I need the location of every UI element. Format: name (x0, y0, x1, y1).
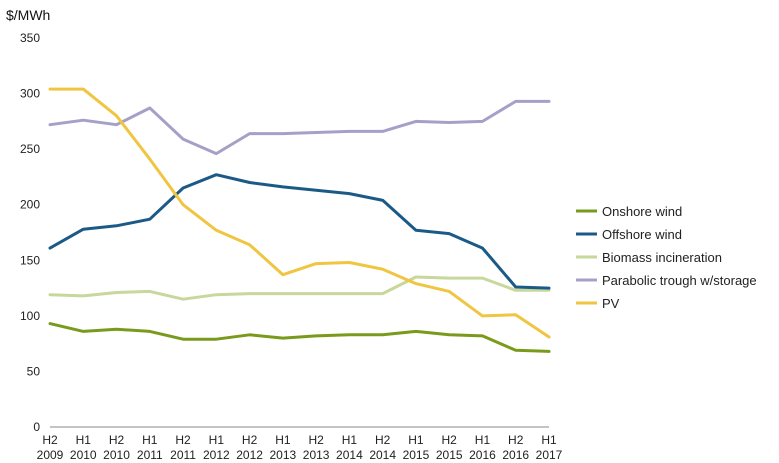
y-axis-title: $/MWh (6, 7, 50, 23)
x-tick-label: H1 2014 (336, 433, 363, 462)
legend: Onshore wind Offshore wind Biomass inciner… (576, 204, 757, 311)
y-tick-label: 250 (20, 142, 40, 156)
series-line-pv (50, 89, 549, 337)
x-tick-label: H2 2014 (369, 433, 396, 462)
x-tick-label: H1 2017 (536, 433, 563, 462)
series-line-onshore-wind (50, 324, 549, 352)
series-line-offshore-wind (50, 175, 549, 288)
x-tick-label: H2 2016 (502, 433, 529, 462)
x-tick-label: H1 2013 (270, 433, 297, 462)
legend-label: Parabolic trough w/storage (602, 273, 757, 288)
series-lines (50, 89, 549, 351)
y-tick-label: 50 (27, 364, 41, 378)
x-tick-label: H1 2015 (403, 433, 430, 462)
x-tick-label: H2 2009 (37, 433, 64, 462)
y-tick-label: 300 (20, 87, 40, 101)
x-tick-label: H1 2012 (203, 433, 230, 462)
x-tick-label: H2 2010 (103, 433, 130, 462)
x-tick-label: H1 2011 (137, 433, 163, 462)
y-tick-labels: 0 50 100 150 200 250 300 350 (20, 31, 40, 434)
x-tick-label: H2 2015 (436, 433, 463, 462)
x-tick-label: H2 2012 (236, 433, 263, 462)
x-tick-label: H2 2011 (170, 433, 196, 462)
legend-label: Biomass incineration (602, 250, 722, 265)
x-tick-label: H1 2016 (469, 433, 496, 462)
y-tick-label: 100 (20, 309, 40, 323)
y-tick-label: 350 (20, 31, 40, 45)
legend-label: Offshore wind (602, 227, 682, 242)
y-tick-label: 150 (20, 253, 40, 267)
x-tick-label: H2 2013 (303, 433, 330, 462)
legend-label: Onshore wind (602, 204, 682, 219)
legend-label: PV (602, 296, 620, 311)
y-tick-label: 200 (20, 198, 40, 212)
series-line-biomass-incineration (50, 277, 549, 299)
x-tick-label: H1 2010 (70, 433, 97, 462)
y-tick-label: 0 (33, 420, 40, 434)
